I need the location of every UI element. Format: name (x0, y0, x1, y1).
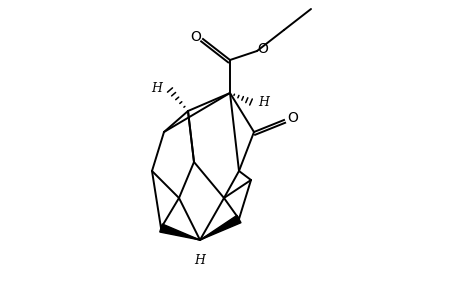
Text: O: O (190, 30, 201, 44)
Text: O: O (257, 42, 268, 56)
Text: H: H (194, 254, 205, 266)
Polygon shape (200, 215, 241, 240)
Text: H: H (258, 95, 269, 109)
Text: H: H (151, 82, 162, 95)
Text: O: O (287, 112, 298, 125)
Polygon shape (159, 224, 200, 240)
